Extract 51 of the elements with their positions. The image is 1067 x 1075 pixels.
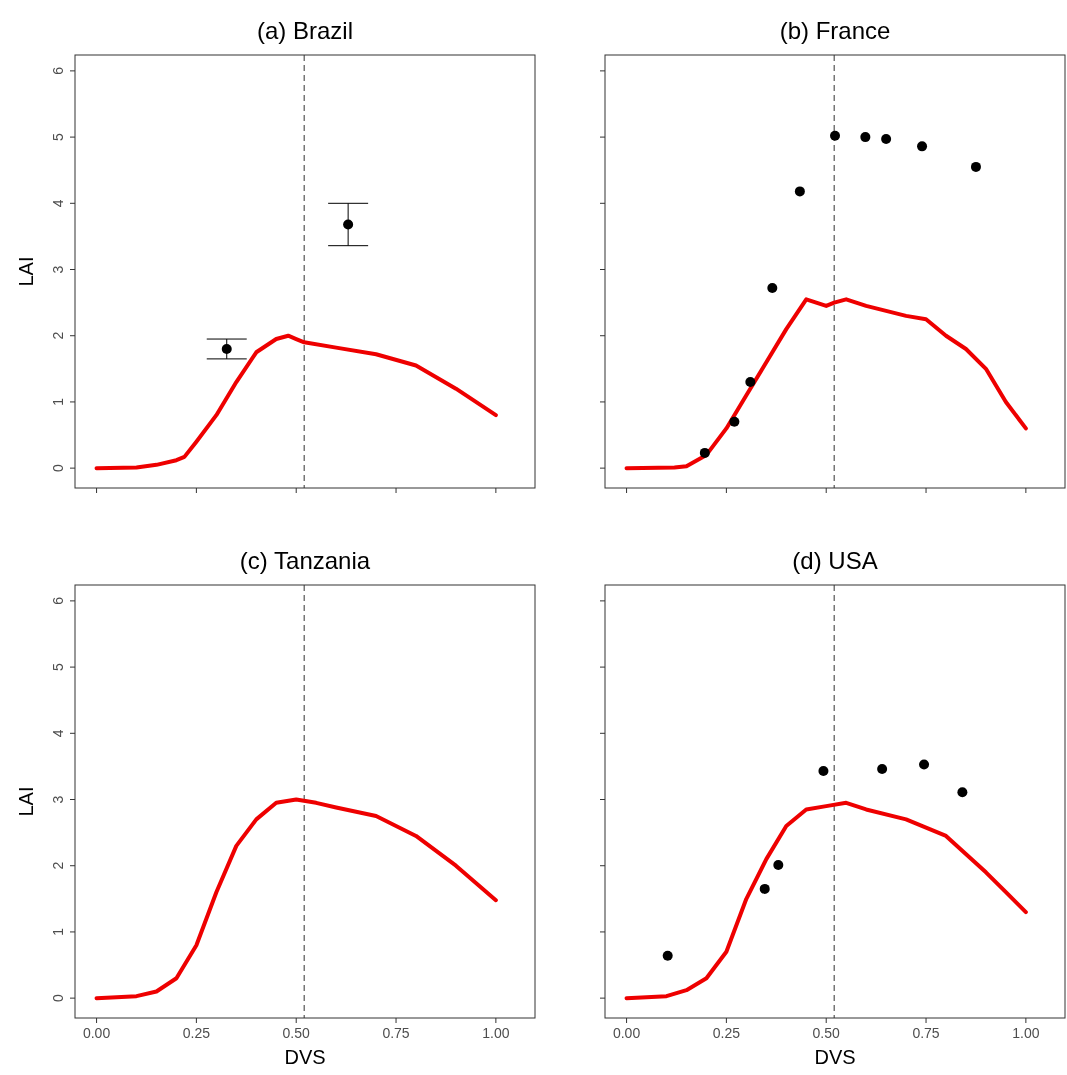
chart-title: (c) Tanzania: [239, 547, 371, 574]
point: [662, 950, 673, 961]
x-axis-title: DVS: [284, 1046, 326, 1068]
point: [970, 161, 981, 172]
y-tick-label: 3: [50, 265, 66, 274]
y-tick-label: 5: [50, 663, 66, 671]
chart-title: (b) France: [779, 17, 891, 44]
y-tick-label: 6: [50, 596, 66, 605]
point: [957, 787, 968, 798]
x-tick-label: 0.50: [282, 1025, 311, 1041]
x-tick-label: 0.00: [612, 1025, 641, 1041]
x-tick-label: 0.50: [812, 1025, 841, 1041]
y-tick-label: 1: [50, 927, 66, 936]
y-tick-label: 0: [50, 464, 66, 473]
point: [877, 764, 888, 775]
x-tick-label: 0.75: [382, 1025, 410, 1041]
line-series: [94, 797, 498, 1001]
y-tick-label: 1: [50, 397, 66, 406]
point: [794, 186, 805, 197]
y-tick-label: 2: [50, 861, 66, 870]
x-tick-label: 0.25: [712, 1025, 741, 1041]
point: [699, 447, 710, 458]
line-series: [94, 333, 498, 471]
y-axis-title: LAI: [15, 786, 37, 817]
y-tick-label: 5: [50, 133, 66, 141]
x-axis-title: DVS: [814, 1046, 856, 1068]
x-tick-label: 0.25: [182, 1025, 211, 1041]
point: [729, 416, 740, 427]
chart-title: (a) Brazil: [256, 17, 354, 44]
point: [818, 766, 829, 777]
y-tick-label: 2: [50, 331, 66, 340]
x-tick-label: 1.00: [1012, 1025, 1040, 1041]
y-tick-label: 4: [50, 729, 66, 738]
y-axis-title: LAI: [15, 256, 37, 287]
point: [860, 132, 871, 143]
x-tick-label: 0.00: [82, 1025, 111, 1041]
y-tick-label: 0: [50, 994, 66, 1003]
y-tick-label: 3: [50, 795, 66, 804]
point: [773, 860, 784, 871]
point: [919, 759, 930, 770]
x-tick-label: 0.75: [912, 1025, 940, 1041]
point: [917, 141, 928, 152]
chart-title: (d) USA: [792, 547, 878, 574]
point: [745, 377, 756, 388]
point: [830, 130, 840, 141]
point: [767, 283, 778, 294]
y-tick-label: 4: [50, 199, 66, 208]
x-tick-label: 1.00: [482, 1025, 510, 1041]
point: [881, 134, 892, 145]
y-tick-label: 6: [50, 66, 66, 75]
point: [759, 883, 770, 894]
